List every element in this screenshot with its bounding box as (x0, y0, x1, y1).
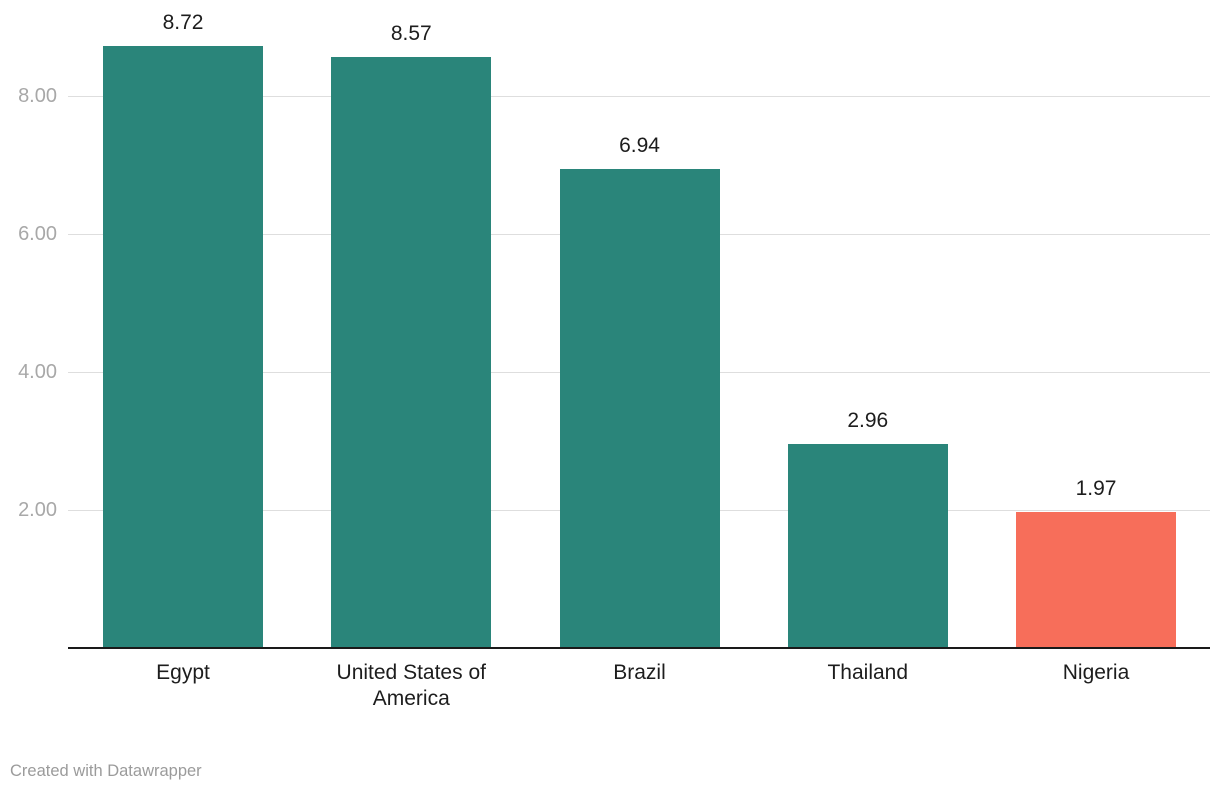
bar-brazil (559, 169, 720, 648)
y-tick-label: 2.00 (18, 499, 57, 521)
gridline (68, 95, 1210, 97)
x-axis-line (68, 647, 1210, 649)
category-label: Egypt (156, 661, 210, 684)
bar-united-states-of-america (331, 56, 492, 648)
bar-value-label: 1.97 (1075, 477, 1117, 501)
category-label: Nigeria (1062, 661, 1130, 684)
y-tick-label: 6.00 (18, 223, 57, 245)
category-label: United States of America (336, 661, 486, 710)
bar-value-label: 2.96 (847, 408, 889, 432)
y-tick-label: 4.00 (18, 361, 57, 383)
bar-egypt (103, 46, 263, 648)
y-tick-label: 8.00 (18, 85, 57, 107)
bar-value-label: 8.72 (162, 11, 204, 35)
bar-value-label: 6.94 (619, 134, 660, 158)
bar-value-label: 8.57 (390, 21, 432, 45)
datawrapper-credit-link[interactable]: Created with Datawrapper (10, 762, 202, 780)
category-label: Brazil (613, 661, 666, 684)
bar-thailand (787, 443, 948, 648)
category-label: Thailand (827, 661, 909, 684)
bar-nigeria (1016, 512, 1176, 648)
